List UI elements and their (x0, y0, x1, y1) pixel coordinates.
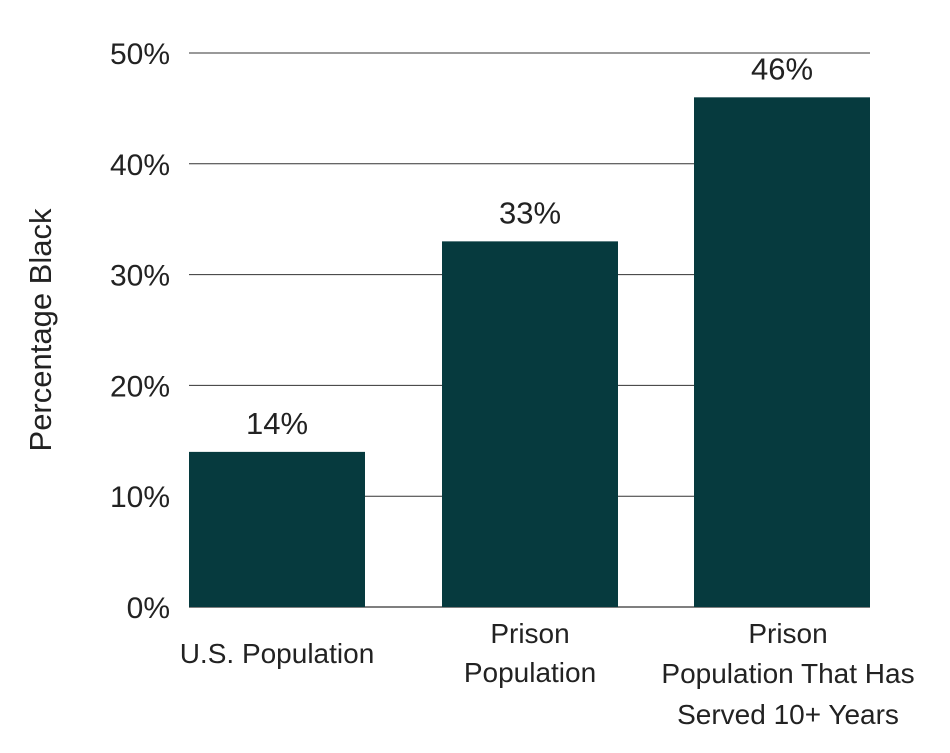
bar-value-label: 14% (246, 406, 308, 441)
x-category-line: Population (464, 657, 596, 688)
y-tick-label: 20% (110, 370, 170, 403)
x-axis-categories: U.S. Population Prison Population Prison Pop… (180, 618, 915, 730)
x-category-label: U.S. Population (180, 638, 375, 669)
y-tick-label: 30% (110, 260, 170, 293)
y-axis-title: Percentage Black (23, 208, 58, 451)
x-category-label: Prison Population That Has Served 10+ Year… (661, 618, 914, 730)
x-category-line: U.S. Population (180, 638, 375, 669)
bar (694, 97, 870, 607)
y-tick-label: 0% (127, 592, 170, 625)
x-category-label: Prison Population (464, 618, 596, 688)
bars (189, 97, 870, 608)
y-tick-label: 40% (110, 149, 170, 182)
x-category-line: Served 10+ Years (677, 699, 899, 730)
bar (442, 241, 618, 608)
y-tick-label: 50% (110, 38, 170, 71)
x-category-line: Prison (490, 618, 569, 649)
x-category-line: Population That Has (661, 658, 914, 689)
bar-value-label: 33% (499, 195, 561, 230)
y-tick-label: 10% (110, 481, 170, 514)
bar (189, 451, 365, 607)
value-labels: 14% 33% 46% (246, 51, 813, 441)
x-category-line: Prison (748, 618, 827, 649)
bar-value-label: 46% (751, 51, 813, 86)
y-axis: 0% 10% 20% 30% 40% 50% (110, 38, 170, 625)
